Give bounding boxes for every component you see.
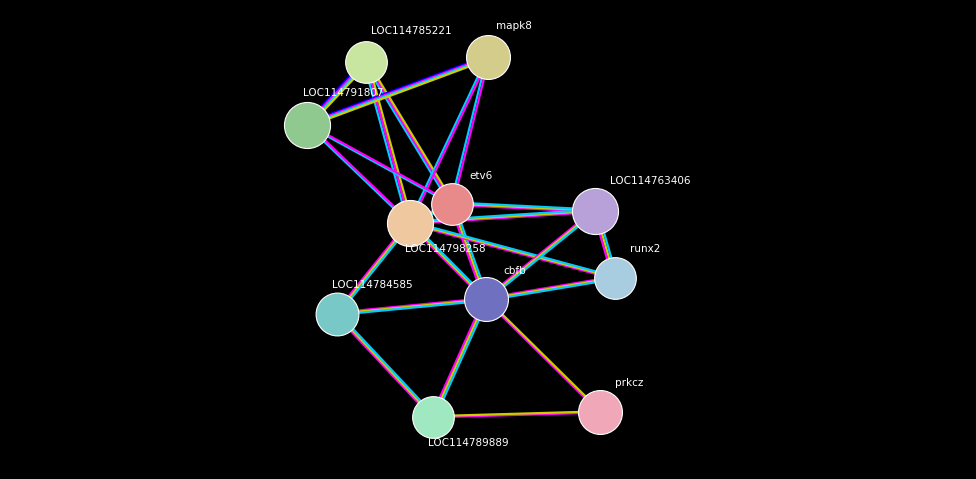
Point	[588, 207, 603, 215]
Point	[607, 274, 623, 282]
Text: prkcz: prkcz	[615, 378, 643, 388]
Text: LOC114784585: LOC114784585	[332, 280, 413, 290]
Point	[402, 219, 418, 227]
Text: LOC114763406: LOC114763406	[610, 176, 690, 186]
Text: LOC114789889: LOC114789889	[428, 438, 509, 448]
Text: cbfb: cbfb	[504, 266, 526, 276]
Point	[300, 121, 315, 128]
Text: mapk8: mapk8	[496, 21, 532, 31]
Point	[478, 296, 494, 303]
Point	[358, 58, 374, 66]
Text: LOC114798258: LOC114798258	[405, 244, 486, 254]
Point	[480, 54, 496, 61]
Text: etv6: etv6	[469, 171, 493, 181]
Text: LOC114791807: LOC114791807	[303, 88, 383, 98]
Point	[329, 310, 345, 318]
Point	[444, 200, 460, 207]
Text: runx2: runx2	[630, 244, 660, 254]
Point	[426, 413, 441, 421]
Text: LOC114785221: LOC114785221	[371, 26, 452, 36]
Point	[592, 408, 608, 416]
